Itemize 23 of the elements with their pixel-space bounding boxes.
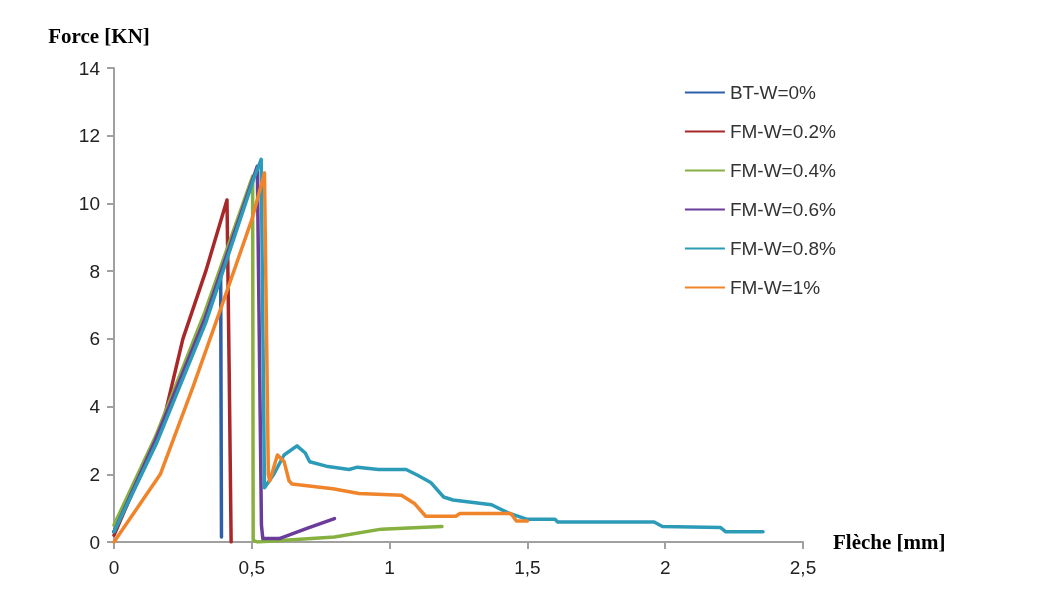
x-tick-label: 1,5 bbox=[514, 557, 541, 578]
y-axis-title: Force [KN] bbox=[48, 23, 150, 48]
y-tick-label: 6 bbox=[89, 328, 100, 350]
line-series bbox=[112, 171, 530, 544]
legend-label: FM-W=0.2% bbox=[729, 121, 837, 142]
x-tick-label: 1 bbox=[384, 557, 395, 578]
y-tick-label: 14 bbox=[78, 57, 101, 79]
legend-label: FM-W=0.8% bbox=[729, 238, 837, 259]
legend-label: FM-W=1% bbox=[729, 277, 821, 298]
legend-label: FM-W=0.4% bbox=[729, 160, 837, 181]
y-tick-label: 0 bbox=[89, 531, 100, 553]
x-tick-label: 2 bbox=[659, 557, 671, 578]
legend-label: BT-W=0% bbox=[729, 82, 817, 103]
x-axis-title: Flèche [mm] bbox=[833, 530, 946, 554]
x-tick-label: 0 bbox=[108, 557, 120, 578]
y-tick-label: 10 bbox=[78, 192, 100, 214]
y-tick-label: 2 bbox=[89, 463, 100, 485]
y-tick-label: 4 bbox=[89, 396, 101, 418]
legend-label: FM-W=0.6% bbox=[729, 199, 837, 220]
x-tick-label: 2,5 bbox=[789, 557, 817, 578]
y-tick-label: 8 bbox=[89, 260, 100, 282]
y-tick-label: 12 bbox=[78, 125, 100, 147]
x-tick-label: 0,5 bbox=[238, 557, 266, 578]
